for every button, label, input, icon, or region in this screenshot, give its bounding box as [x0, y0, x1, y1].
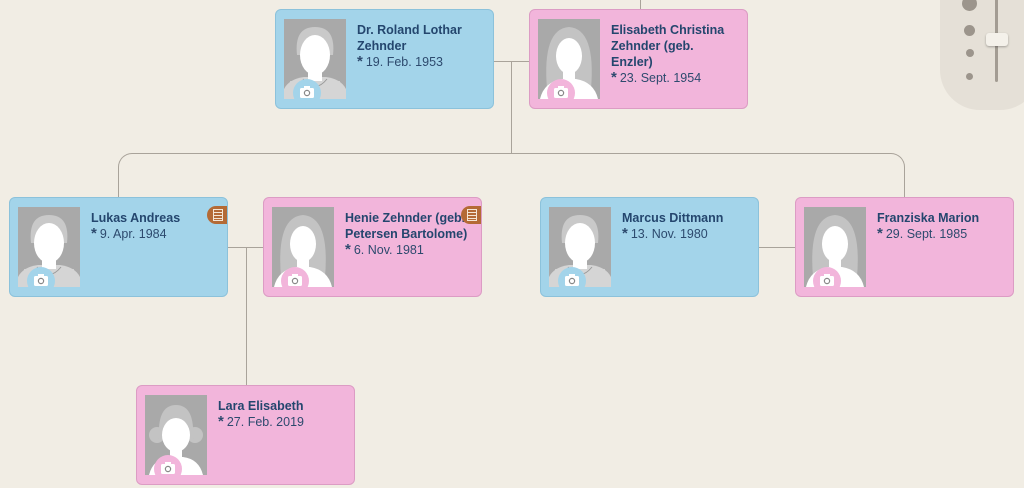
add-photo-camera-icon[interactable]	[293, 79, 321, 107]
zoom-level-dot[interactable]	[962, 0, 977, 11]
birth-star-icon: *	[91, 225, 97, 242]
connector	[640, 0, 641, 9]
birth-date: * 6. Nov. 1981	[345, 241, 424, 258]
person-card-franziska[interactable]: Franziska Marion * 29. Sept. 1985	[795, 197, 1014, 297]
notes-document-icon[interactable]	[461, 206, 481, 224]
connector	[228, 247, 263, 248]
zoom-level-dot[interactable]	[966, 49, 974, 57]
birth-date-text: 27. Feb. 2019	[226, 415, 304, 429]
connector	[246, 247, 247, 385]
person-card-marcus[interactable]: Marcus Dittmann * 13. Nov. 1980	[540, 197, 759, 297]
birth-star-icon: *	[622, 225, 628, 242]
add-photo-camera-icon[interactable]	[813, 267, 841, 295]
add-photo-camera-icon[interactable]	[27, 267, 55, 295]
birth-star-icon: *	[611, 69, 617, 86]
birth-star-icon: *	[877, 225, 883, 242]
birth-date-text: 9. Apr. 1984	[99, 227, 167, 241]
birth-date: * 19. Feb. 1953	[357, 53, 443, 70]
birth-date: * 29. Sept. 1985	[877, 225, 968, 242]
person-name: Elisabeth Christina Zehnder (geb. Enzler…	[611, 23, 725, 69]
birth-date-text: 13. Nov. 1980	[630, 227, 708, 241]
birth-date: * 23. Sept. 1954	[611, 69, 702, 86]
birth-date: * 27. Feb. 2019	[218, 413, 304, 430]
connector	[759, 247, 795, 248]
add-photo-camera-icon[interactable]	[154, 455, 182, 483]
birth-date-text: 19. Feb. 1953	[365, 55, 443, 69]
person-name: Henie Zehnder (geb. Petersen Bartolome)	[345, 211, 468, 241]
birth-date: * 13. Nov. 1980	[622, 225, 708, 242]
person-name: Lara Elisabeth	[218, 399, 304, 413]
connector	[511, 61, 512, 154]
person-name: Lukas Andreas	[91, 211, 181, 225]
birth-date: * 9. Apr. 1984	[91, 225, 167, 242]
zoom-level-dot[interactable]	[964, 25, 975, 36]
zoom-slider-handle[interactable]	[986, 33, 1008, 46]
notes-document-icon[interactable]	[207, 206, 227, 224]
person-name: Dr. Roland Lothar Zehnder	[357, 23, 462, 53]
birth-star-icon: *	[345, 241, 351, 258]
zoom-control[interactable]	[940, 0, 1024, 110]
birth-date-text: 6. Nov. 1981	[353, 243, 424, 257]
person-card-roland[interactable]: Dr. Roland Lothar Zehnder * 19. Feb. 1953	[275, 9, 494, 109]
add-photo-camera-icon[interactable]	[281, 267, 309, 295]
birth-star-icon: *	[218, 413, 224, 430]
person-name: Franziska Marion	[877, 211, 980, 225]
person-card-lara[interactable]: Lara Elisabeth * 27. Feb. 2019	[136, 385, 355, 485]
person-card-henie[interactable]: Henie Zehnder (geb. Petersen Bartolome) …	[263, 197, 482, 297]
birth-date-text: 23. Sept. 1954	[619, 71, 702, 85]
person-card-elisabeth[interactable]: Elisabeth Christina Zehnder (geb. Enzler…	[529, 9, 748, 109]
birth-date-text: 29. Sept. 1985	[885, 227, 968, 241]
person-name: Marcus Dittmann	[622, 211, 724, 225]
birth-star-icon: *	[357, 53, 363, 70]
add-photo-camera-icon[interactable]	[558, 267, 586, 295]
connector	[118, 153, 905, 197]
zoom-level-dot[interactable]	[966, 73, 973, 80]
add-photo-camera-icon[interactable]	[547, 79, 575, 107]
person-card-lukas[interactable]: Lukas Andreas * 9. Apr. 1984	[9, 197, 228, 297]
